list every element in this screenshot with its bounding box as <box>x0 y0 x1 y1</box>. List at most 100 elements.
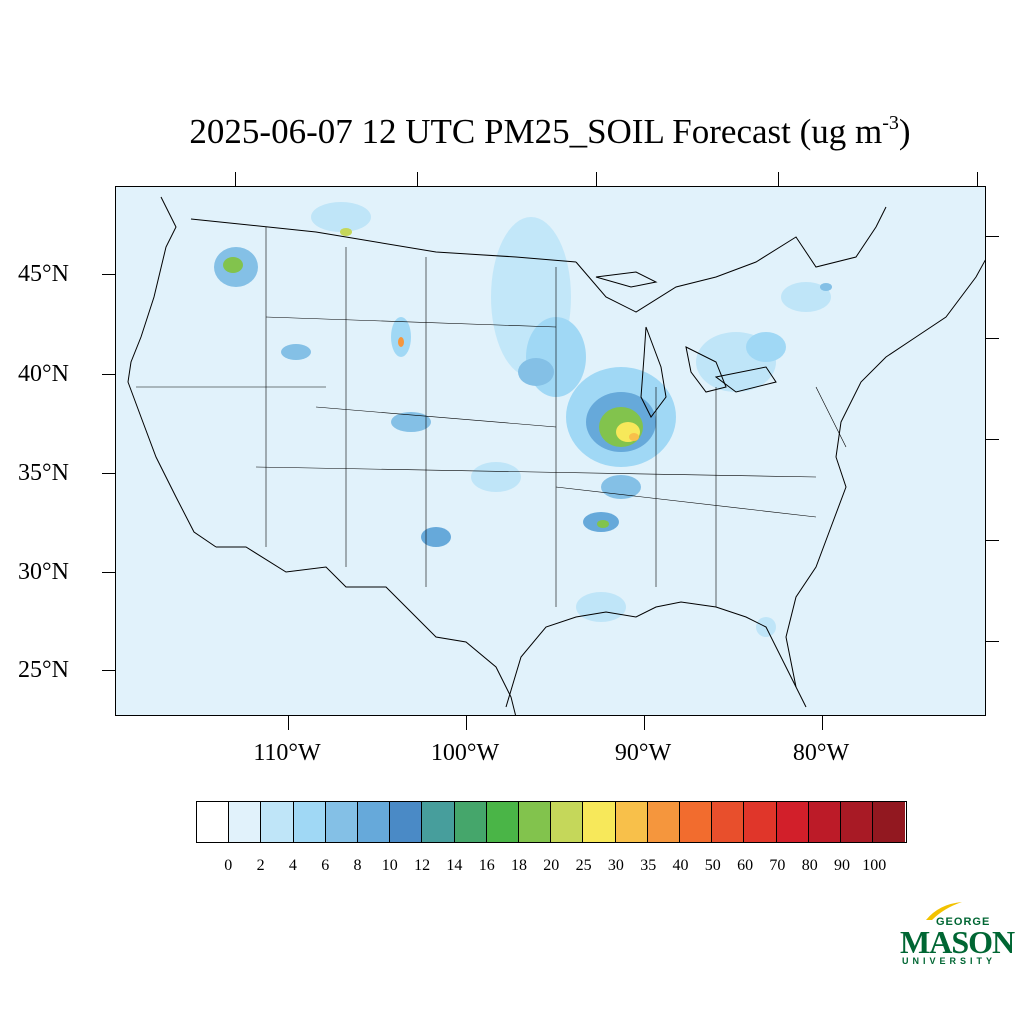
west-coast <box>127 196 217 548</box>
colorbar-tick-label: 2 <box>256 857 265 874</box>
plume-arkansas <box>601 475 641 499</box>
colorbar-cell <box>358 802 391 842</box>
colorbar-tick-label: 80 <box>801 857 818 874</box>
lat-label-45: 45°N <box>18 261 69 287</box>
colorbar-cell <box>712 802 745 842</box>
mexico-border <box>216 546 517 715</box>
tick-right-4 <box>986 540 999 541</box>
tick-right-1 <box>986 236 999 237</box>
map-canvas <box>127 196 985 715</box>
state-line-12 <box>815 386 847 448</box>
tick-top-2 <box>417 172 418 186</box>
colorbar-tick-label: 100 <box>862 857 887 874</box>
colorbar-cell <box>422 802 455 842</box>
colorbar-cell <box>583 802 616 842</box>
logo-swoosh-icon <box>926 902 962 920</box>
lake-superior <box>595 271 658 288</box>
tick-left-35 <box>102 473 115 474</box>
plume-kansas <box>471 462 521 492</box>
logo-mason: MASON <box>900 924 1015 960</box>
colorbar-cell <box>647 802 681 842</box>
colorbar-cell <box>390 802 423 842</box>
colorbar-cell <box>454 802 487 842</box>
plume-oregon <box>281 344 311 360</box>
colorbar-tick-label: 20 <box>543 857 560 874</box>
colorbar-cell <box>551 802 584 842</box>
canada-border-west <box>190 218 577 263</box>
colorbar-cell <box>841 802 874 842</box>
colorbar-cell <box>261 802 294 842</box>
colorbar-cell <box>519 802 552 842</box>
logo-university: UNIVERSITY <box>902 956 997 966</box>
lake-erie <box>714 366 777 393</box>
tick-bottom-100w <box>466 716 467 730</box>
state-line-6 <box>265 316 557 328</box>
colorbar-cell <box>229 802 262 842</box>
colorbar-tick-label: 0 <box>224 857 233 874</box>
plume-idaho-core <box>223 257 243 273</box>
tick-top-5 <box>977 172 978 186</box>
colorbar-tick-label: 16 <box>478 857 495 874</box>
map-panel <box>115 186 986 716</box>
boundaries <box>127 196 985 715</box>
gmu-logo: GEORGE MASON UNIVERSITY <box>898 900 1015 970</box>
tick-top-3 <box>596 172 597 186</box>
canada-border-east <box>575 206 887 313</box>
colorbar-cell <box>744 802 777 842</box>
colorbar-tick-label: 90 <box>834 857 850 874</box>
lat-label-35: 35°N <box>18 460 69 486</box>
plume-montana-core <box>340 228 352 236</box>
tick-top-1 <box>235 172 236 186</box>
colorbar-tick-label: 6 <box>321 857 330 874</box>
tick-bottom-110w <box>288 716 289 730</box>
colorbar-tick-label: 14 <box>446 857 463 874</box>
lon-label-100w: 100°W <box>430 740 500 766</box>
title-close: ) <box>898 112 911 151</box>
plume-ontario <box>746 332 786 362</box>
tick-top-4 <box>778 172 779 186</box>
state-line-11 <box>555 486 817 518</box>
state-line-7 <box>315 406 557 428</box>
colorbar-tick-label: 30 <box>607 857 624 874</box>
plume-wyoming-core <box>398 337 404 347</box>
colorbar-cell <box>293 802 326 842</box>
colorbar-tick-label: 10 <box>381 857 398 874</box>
tick-left-25 <box>102 670 115 671</box>
colorbar-tick-label: 60 <box>737 857 754 874</box>
colorbar-tick-label: 70 <box>769 857 786 874</box>
plume-missouri-peak <box>629 433 639 441</box>
gulf-coast <box>505 601 807 708</box>
state-line-8 <box>255 466 817 478</box>
title-superscript: -3 <box>882 112 899 134</box>
plume-colorado <box>391 412 431 432</box>
plume-montana <box>311 202 371 232</box>
colorbar-cell <box>873 802 906 842</box>
lat-label-30: 30°N <box>18 559 69 585</box>
tick-bottom-90w <box>644 716 645 730</box>
tick-right-2 <box>986 338 999 339</box>
colorbar-cell <box>197 802 230 842</box>
colorbar-tick-label: 8 <box>353 857 362 874</box>
colorbar-tick-label: 25 <box>575 857 592 874</box>
colorbar-tick-label: 50 <box>704 857 721 874</box>
colorbar-cell <box>776 802 809 842</box>
tick-left-40 <box>102 374 115 375</box>
tick-right-5 <box>986 641 999 642</box>
lat-label-40: 40°N <box>18 361 69 387</box>
tick-bottom-80w <box>822 716 823 730</box>
colorbar-tick-label: 4 <box>288 857 297 874</box>
concentration-field <box>214 202 832 637</box>
colorbar-cell <box>808 802 842 842</box>
title-text: 2025-06-07 12 UTC PM25_SOIL Forecast (ug… <box>189 112 883 151</box>
colorbar-cell <box>486 802 520 842</box>
tick-left-30 <box>102 572 115 573</box>
plume-nebraska-core <box>518 358 554 386</box>
plume-newmexico <box>421 527 451 547</box>
logo-george: GEORGE <box>936 916 991 928</box>
colorbar-cell <box>325 802 359 842</box>
plume-newengland <box>781 282 831 312</box>
map-title: 2025-06-07 12 UTC PM25_SOIL Forecast (ug… <box>0 112 1024 152</box>
colorbar-cell <box>680 802 713 842</box>
plume-newengland-core <box>820 283 832 291</box>
colorbar-cell <box>615 802 648 842</box>
